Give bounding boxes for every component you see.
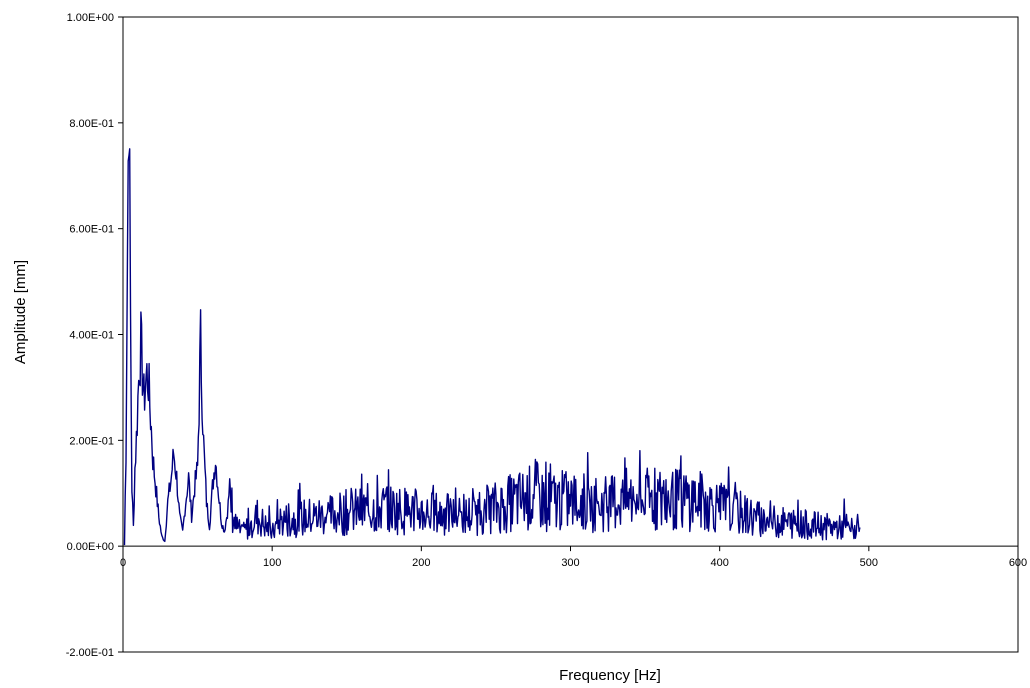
x-tick-label: 300 bbox=[561, 557, 579, 569]
x-axis-title: Frequency [Hz] bbox=[559, 667, 661, 684]
y-tick-label: 2.00E-01 bbox=[69, 435, 114, 447]
y-tick-label: -2.00E-01 bbox=[66, 647, 114, 659]
x-tick-label: 100 bbox=[263, 557, 281, 569]
y-tick-label: 1.00E+00 bbox=[67, 12, 114, 24]
y-axis-title: Amplitude [mm] bbox=[12, 260, 29, 364]
y-tick-label: 6.00E-01 bbox=[69, 224, 114, 236]
y-tick-label: 0.00E+00 bbox=[67, 541, 114, 553]
y-tick-label: 8.00E-01 bbox=[69, 118, 114, 130]
x-tick-label: 0 bbox=[120, 557, 126, 569]
x-tick-label: 200 bbox=[412, 557, 430, 569]
x-tick-label: 400 bbox=[710, 557, 728, 569]
series-layer bbox=[123, 148, 861, 546]
series-line bbox=[123, 148, 861, 546]
y-axis-ticks: -2.00E-01 0.00E+00 2.00E-01 4.00E-01 6.00E-0… bbox=[66, 12, 123, 659]
x-tick-label: 500 bbox=[860, 557, 878, 569]
x-tick-label: 600 bbox=[1009, 557, 1027, 569]
y-tick-label: 4.00E-01 bbox=[69, 330, 114, 342]
x-axis-ticks: 0 100 200 300 400 500 600 bbox=[120, 546, 1027, 569]
